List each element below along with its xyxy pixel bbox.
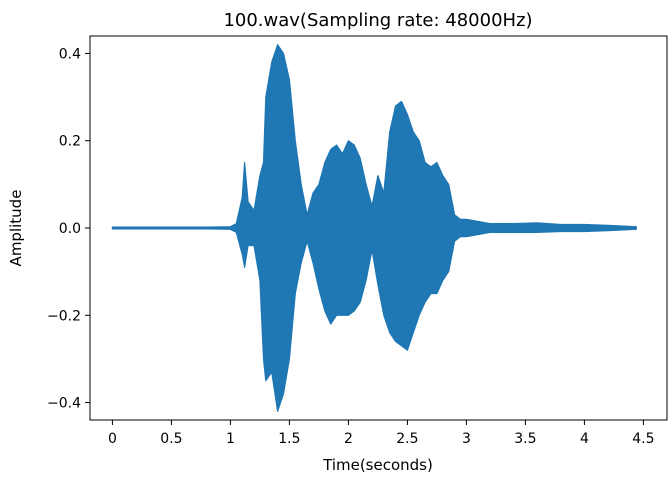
x-tick-label: 4.5: [632, 431, 654, 447]
waveform-series: [111, 44, 637, 412]
x-tick-label: 3.5: [514, 431, 536, 447]
x-axis: 0 0.5 1 1.5 2 2.5 3 3.5 4 4.5: [108, 420, 655, 447]
x-tick-label: 2.5: [396, 431, 418, 447]
x-tick-label: 3: [462, 431, 471, 447]
y-axis-label: Amplitude: [7, 190, 25, 267]
x-tick-label: 0.5: [160, 431, 182, 447]
y-tick-label: 0.4: [59, 46, 81, 62]
x-tick-label: 4: [580, 431, 589, 447]
y-tick-label: −0.2: [47, 308, 81, 324]
x-tick-label: 2: [344, 431, 353, 447]
x-axis-label: Time(seconds): [322, 456, 433, 474]
y-tick-label: 0.0: [59, 221, 81, 237]
y-axis: −0.4 −0.2 0.0 0.2 0.4: [47, 46, 90, 412]
x-tick-label: 0: [108, 431, 117, 447]
x-tick-label: 1.5: [278, 431, 300, 447]
plot-area: [111, 44, 637, 412]
chart-title: 100.wav(Sampling rate: 48000Hz): [223, 10, 532, 31]
x-tick-label: 1: [226, 431, 235, 447]
y-tick-label: −0.4: [47, 396, 81, 412]
y-tick-label: 0.2: [59, 134, 81, 150]
